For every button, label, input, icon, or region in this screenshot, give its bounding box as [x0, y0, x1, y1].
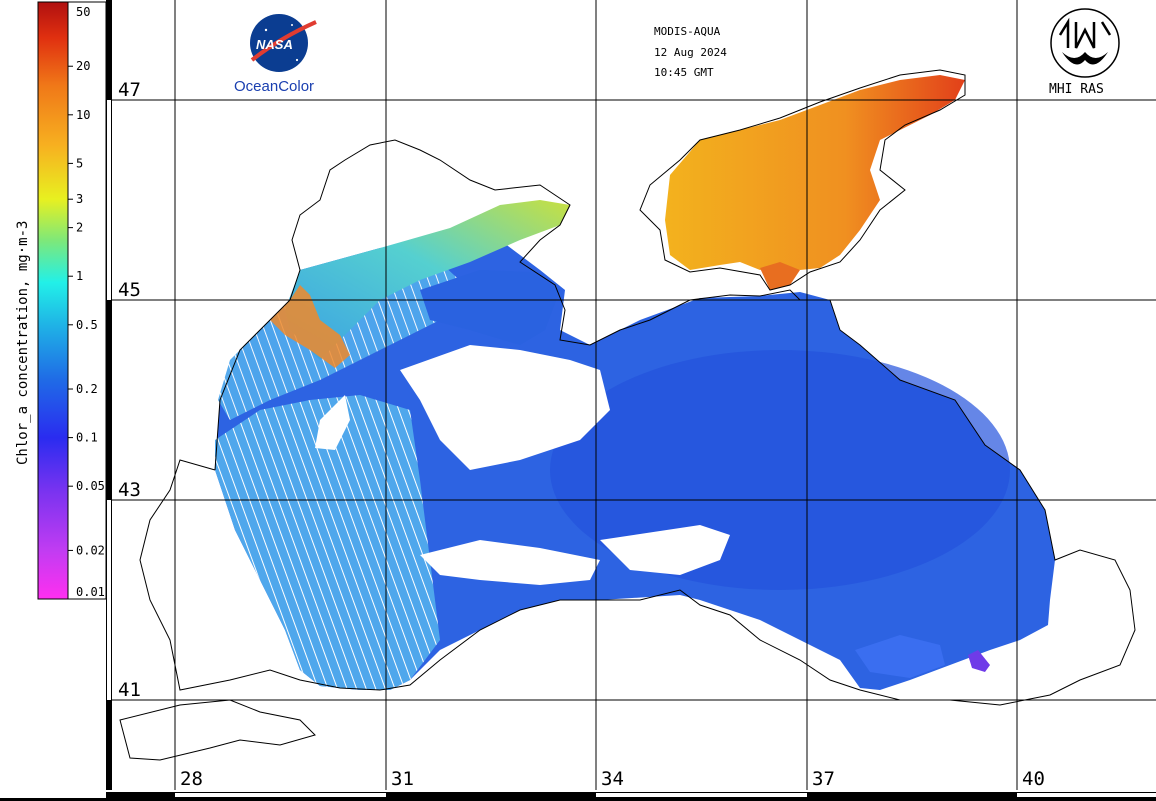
acquisition-date: 12 Aug 2024 — [654, 46, 727, 59]
purple-patch — [968, 650, 990, 672]
acquisition-time: 10:45 GMT — [654, 66, 714, 79]
lat-label-45: 45 — [118, 279, 141, 301]
colorbar-tick-label: 50 — [76, 5, 90, 19]
central-deep-gyre — [550, 350, 1010, 590]
oceancolor-caption: OceanColor — [234, 78, 314, 95]
west-shelf-area — [218, 262, 470, 420]
colorbar-tick-label: 0.1 — [76, 431, 98, 445]
acquisition-info: MODIS-AQUA 12 Aug 2024 10:45 GMT — [654, 25, 727, 79]
lat-label-41: 41 — [118, 679, 141, 701]
azov-bloom — [665, 75, 965, 270]
northwest-shelf-bloom — [285, 200, 570, 360]
coastline — [119, 69, 1136, 761]
nasa-wordmark: NASA — [256, 37, 293, 52]
mhi-logo-icon: MHI RAS — [1049, 8, 1120, 97]
colorbar-tick-label: 2 — [76, 221, 83, 235]
lat-label-43: 43 — [118, 479, 141, 501]
cloud-gap-south — [420, 540, 600, 585]
colorbar: Chlor_a concentration, mg·m-3 50 20 10 5 3 2 1… — [15, 1, 107, 600]
azov-sea — [665, 75, 965, 290]
lat-lon-grid — [106, 0, 1156, 790]
colorbar-tick-label: 0.5 — [76, 318, 98, 332]
mhi-caption: MHI RAS — [1049, 82, 1104, 97]
colorbar-tick-label: 1 — [76, 269, 83, 283]
cloud-gap-small — [315, 395, 350, 450]
lon-label-28: 28 — [180, 768, 203, 790]
colorbar-title: Chlor_a concentration, mg·m-3 — [15, 221, 31, 465]
colorbar-tick-label: 10 — [76, 108, 90, 122]
colorbar-tick-label: 20 — [76, 59, 90, 73]
lat-label-47: 47 — [118, 79, 141, 101]
danube-plume — [270, 285, 350, 368]
colorbar-tick-label: 5 — [76, 156, 83, 170]
lon-label-34: 34 — [601, 768, 624, 790]
nasa-logo-icon: NASA OceanColor — [234, 14, 317, 95]
kerch-strait — [760, 262, 800, 290]
colorbar-tick-label: 3 — [76, 192, 83, 206]
colorbar-tick-label: 0.05 — [76, 479, 105, 493]
lon-label-37: 37 — [812, 768, 835, 790]
colorbar-tick-label: 0.2 — [76, 382, 98, 396]
lon-label-40: 40 — [1022, 768, 1045, 790]
cloud-gap-central — [400, 345, 610, 470]
colorbar-gradient — [37, 1, 69, 600]
cloud-gap-east — [855, 635, 945, 678]
cloud-gap-turkey — [600, 525, 730, 575]
latitude-labels: 47 45 43 41 — [118, 79, 141, 701]
lon-label-31: 31 — [391, 768, 414, 790]
colorbar-tick-label: 0.01 — [76, 585, 105, 599]
sensor-name: MODIS-AQUA — [654, 25, 721, 38]
sea-chlorophyll-field — [215, 200, 1055, 690]
longitude-labels: 28 31 34 37 40 — [180, 768, 1045, 790]
striped-swath-area — [215, 395, 440, 690]
colorbar-tick-label: 0.02 — [76, 543, 105, 557]
crimea-shelf — [420, 270, 560, 345]
